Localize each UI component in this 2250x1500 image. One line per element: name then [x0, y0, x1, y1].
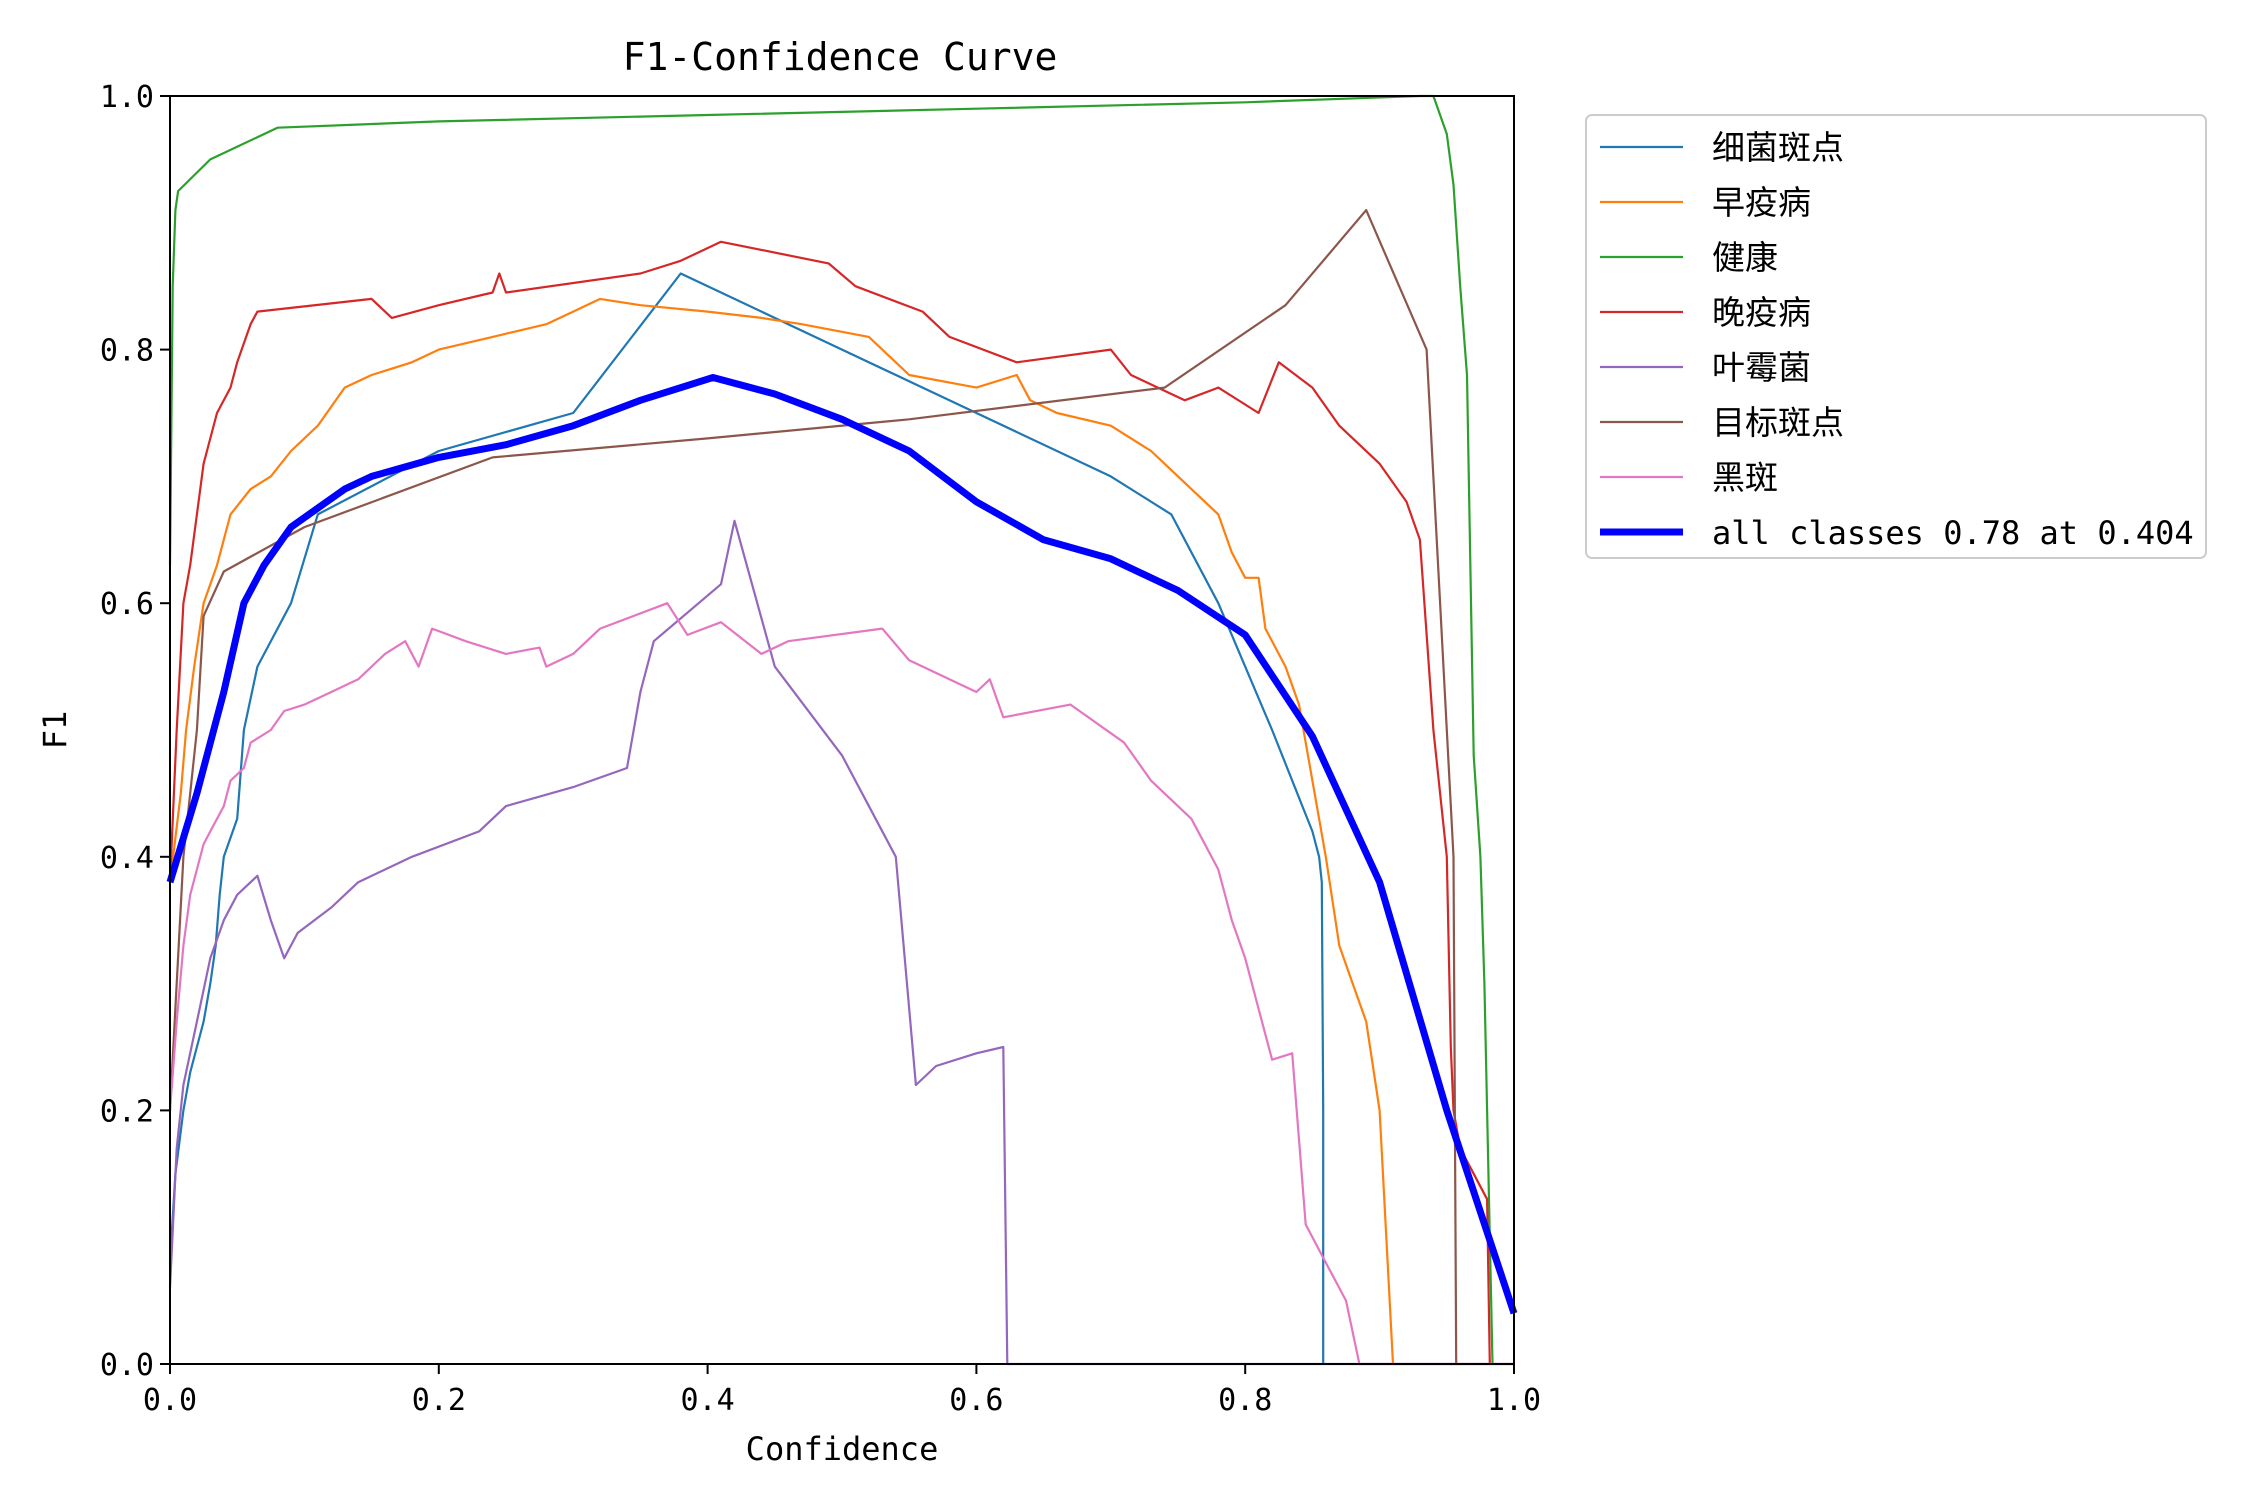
legend-label: 晚疫病: [1712, 293, 1811, 332]
x-axis: 0.0 0.2 0.4 0.6 0.8 1.0: [143, 1364, 1541, 1418]
legend-label: all classes 0.78 at 0.404: [1712, 514, 2194, 552]
legend-label: 健康: [1712, 238, 1778, 277]
y-tick-label: 1.0: [100, 80, 154, 115]
series-line-1: [168, 272, 1325, 1364]
series-line-4: [168, 240, 1491, 1365]
legend-frame: [1585, 114, 2207, 559]
y-tick-label: 0.6: [100, 587, 154, 622]
plot-frame: [169, 95, 1515, 1365]
series-line-2: [168, 297, 1395, 1365]
series-line-6: [168, 209, 1458, 1365]
x-tick-label: 0.2: [412, 1383, 466, 1418]
x-tick-label: 0.0: [143, 1383, 197, 1418]
plot-background: [170, 96, 1514, 1364]
legend-label: 早疫病: [1712, 183, 1811, 222]
series-line-8: [166, 374, 1518, 1315]
y-axis: 0.0 0.2 0.4 0.6 0.8 1.0: [100, 80, 170, 1383]
x-tick-label: 1.0: [1487, 1383, 1541, 1418]
legend-label: 黑斑: [1712, 458, 1778, 497]
y-tick-label: 0.4: [100, 841, 154, 876]
x-tick-label: 0.8: [1218, 1383, 1272, 1418]
legend-label: 细菌斑点: [1712, 128, 1844, 167]
y-tick-label: 0.0: [100, 1348, 154, 1383]
series-line-5: [168, 519, 1514, 1366]
legend-label: 目标斑点: [1712, 403, 1844, 442]
series-line-7: [168, 602, 1514, 1366]
legend-label: 叶霉菌: [1712, 348, 1811, 387]
x-tick-label: 0.6: [949, 1383, 1003, 1418]
y-axis-label: F1: [36, 711, 74, 750]
x-axis-label: Confidence: [746, 1430, 939, 1468]
plot-area: [166, 94, 1518, 1366]
chart-title: F1-Confidence Curve: [623, 35, 1058, 79]
x-tick-label: 0.4: [681, 1383, 735, 1418]
y-tick-label: 0.8: [100, 334, 154, 369]
y-tick-label: 0.2: [100, 1094, 154, 1129]
